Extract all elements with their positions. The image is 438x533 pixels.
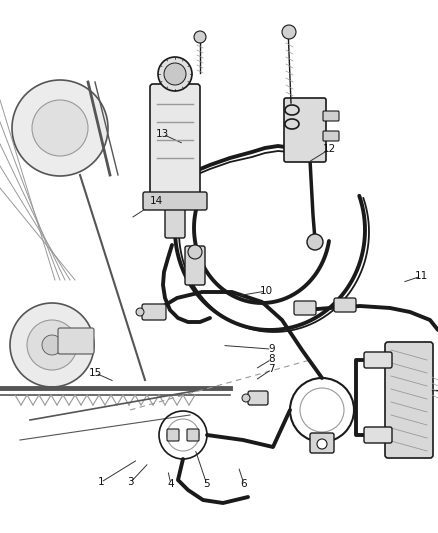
Text: 14: 14 [150,197,163,206]
FancyBboxPatch shape [323,111,339,121]
Circle shape [164,63,186,85]
FancyBboxPatch shape [385,342,433,458]
FancyBboxPatch shape [165,206,185,238]
FancyBboxPatch shape [187,429,199,441]
FancyBboxPatch shape [334,298,356,312]
FancyBboxPatch shape [323,131,339,141]
FancyBboxPatch shape [284,98,326,162]
FancyBboxPatch shape [364,352,392,368]
Text: 1: 1 [97,478,104,487]
FancyBboxPatch shape [248,391,268,405]
FancyBboxPatch shape [58,328,94,354]
Circle shape [42,335,62,355]
Circle shape [188,245,202,259]
Text: 6: 6 [240,479,247,489]
Text: 9: 9 [268,344,275,354]
Circle shape [32,100,88,156]
FancyBboxPatch shape [150,84,200,205]
FancyBboxPatch shape [185,246,205,285]
Circle shape [242,394,250,402]
Text: 8: 8 [268,354,275,364]
Circle shape [12,80,108,176]
Circle shape [307,234,323,250]
Circle shape [158,57,192,91]
Circle shape [282,25,296,39]
Text: 13: 13 [156,130,170,139]
Circle shape [27,320,77,370]
Circle shape [317,439,327,449]
Text: 7: 7 [268,365,275,374]
Text: 12: 12 [323,144,336,154]
Text: 5: 5 [203,479,210,489]
Circle shape [194,31,206,43]
Circle shape [10,303,94,387]
FancyBboxPatch shape [294,301,316,315]
FancyBboxPatch shape [167,429,179,441]
Circle shape [136,308,144,316]
Text: 4: 4 [167,479,174,489]
FancyBboxPatch shape [310,433,334,453]
Text: 3: 3 [127,478,134,487]
FancyBboxPatch shape [143,192,207,210]
FancyBboxPatch shape [142,304,166,320]
Text: 15: 15 [89,368,102,378]
Text: 11: 11 [415,271,428,281]
Text: 10: 10 [260,286,273,296]
FancyBboxPatch shape [364,427,392,443]
